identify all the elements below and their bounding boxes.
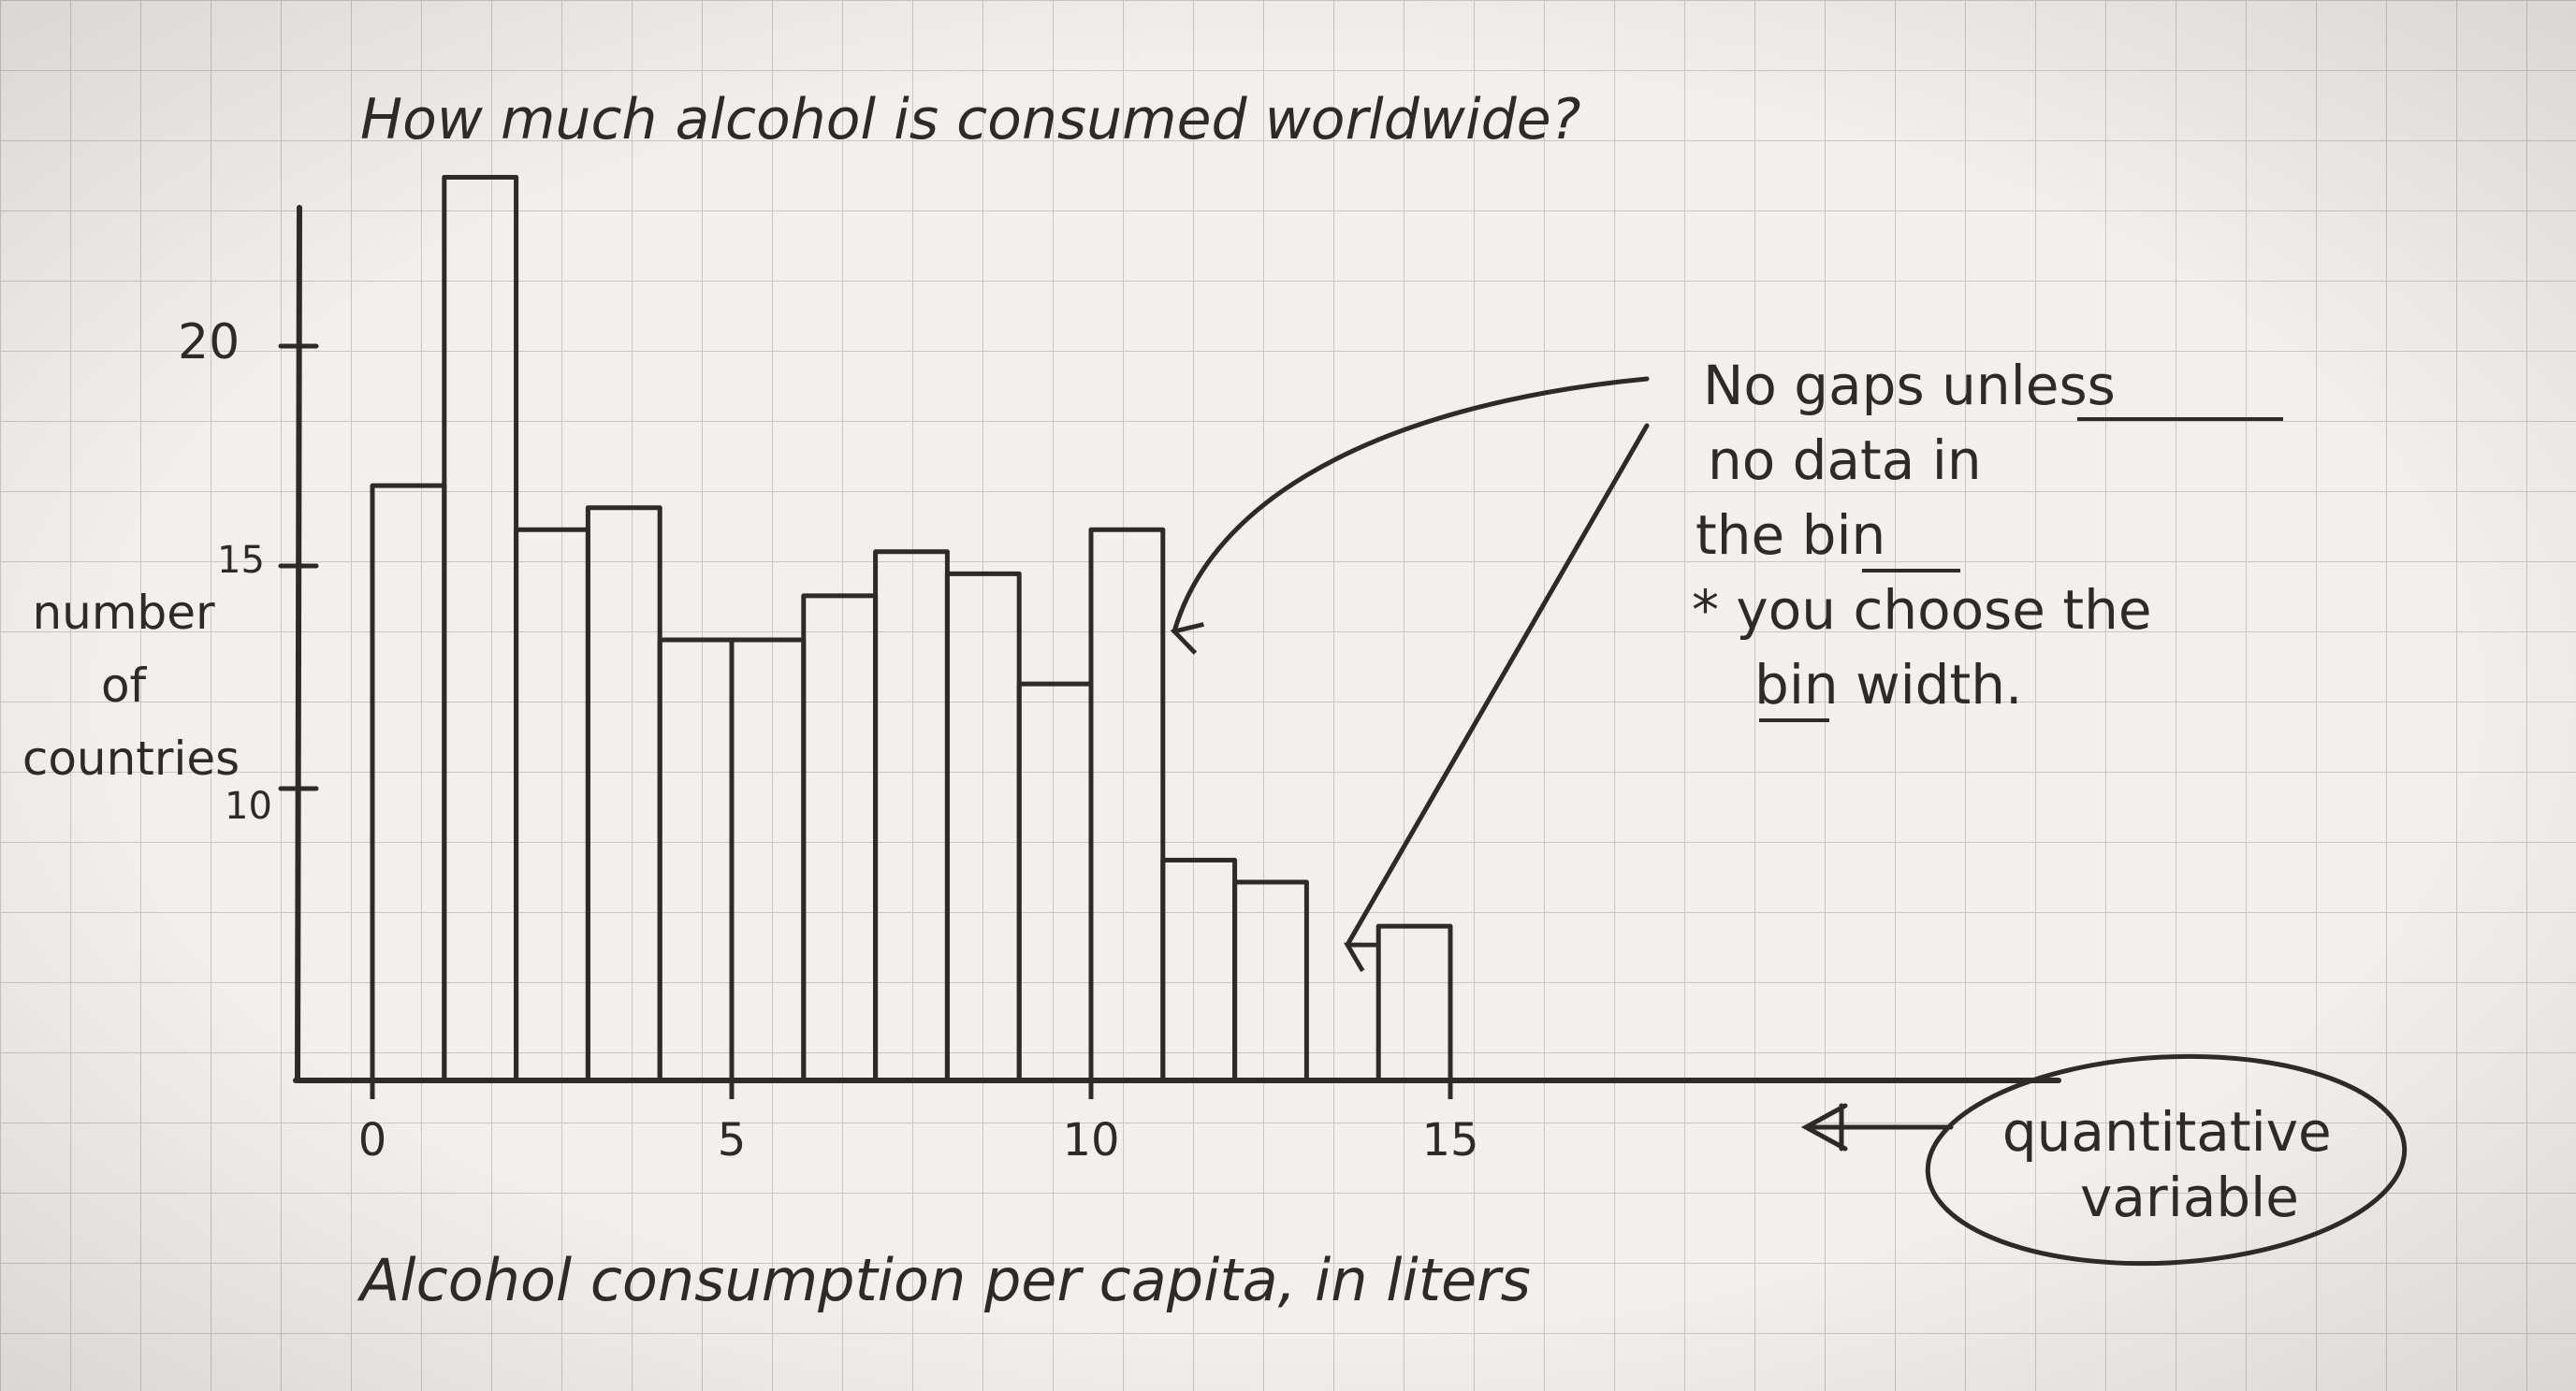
histogram-bars xyxy=(370,174,1453,1083)
x-tick-label-10: 10 xyxy=(1062,1114,1119,1166)
note-arrows xyxy=(1174,376,1650,945)
variable-label-line-2: variable xyxy=(2080,1166,2299,1229)
y-axis-label-line-2: of xyxy=(101,659,148,713)
svg-text:No gaps unless no data i: No gaps unless no data in the bin * you … xyxy=(1692,354,2169,717)
y-axis-label-line-3: countries xyxy=(22,732,240,786)
y-tick-label-10: 10 xyxy=(225,785,272,828)
arrow-to-gap xyxy=(1347,423,1650,945)
x-ticks: 0 5 10 15 xyxy=(358,1062,1479,1166)
arrow-to-no-gap xyxy=(1174,376,1650,631)
bin-note: No gaps unless no data in the bin * you … xyxy=(1692,354,2283,722)
y-axis-label-line-1: number xyxy=(32,586,215,640)
callout-arrow xyxy=(1800,1103,1954,1152)
x-tick-label-5: 5 xyxy=(718,1114,747,1166)
callout-ellipse xyxy=(1925,1053,2408,1267)
variable-label-line-1: quantitative xyxy=(2002,1100,2332,1164)
chart-title: How much alcohol is consumed worldwide? xyxy=(360,87,1580,152)
variable-callout: quantitative variable xyxy=(1800,1053,2408,1267)
note-line-4: * you choose the xyxy=(1692,578,2152,642)
y-ticks xyxy=(278,343,319,791)
y-tick-label-15: 15 xyxy=(217,539,265,582)
svg-text:quantitative variable: quantitative variable xyxy=(2002,1100,2349,1229)
x-tick-label-0: 0 xyxy=(358,1114,387,1166)
note-line-5: bin width. xyxy=(1754,653,2022,717)
histogram-bar-12-13 xyxy=(1232,879,1309,1083)
histogram-bar-14-15 xyxy=(1375,923,1453,1083)
x-axis-label: Alcohol consumption per capita, in liter… xyxy=(357,1246,1531,1314)
note-line-1: No gaps unless xyxy=(1703,354,2116,417)
histogram-bar-10-11 xyxy=(1088,527,1166,1083)
y-tick-label-20: 20 xyxy=(178,314,240,370)
note-line-3: the bin xyxy=(1696,503,1885,567)
note-line-2: no data in xyxy=(1708,428,1982,492)
y-axis xyxy=(295,205,302,1083)
x-tick-label-15: 15 xyxy=(1421,1114,1478,1166)
y-axis-label: number of countries xyxy=(22,586,240,786)
